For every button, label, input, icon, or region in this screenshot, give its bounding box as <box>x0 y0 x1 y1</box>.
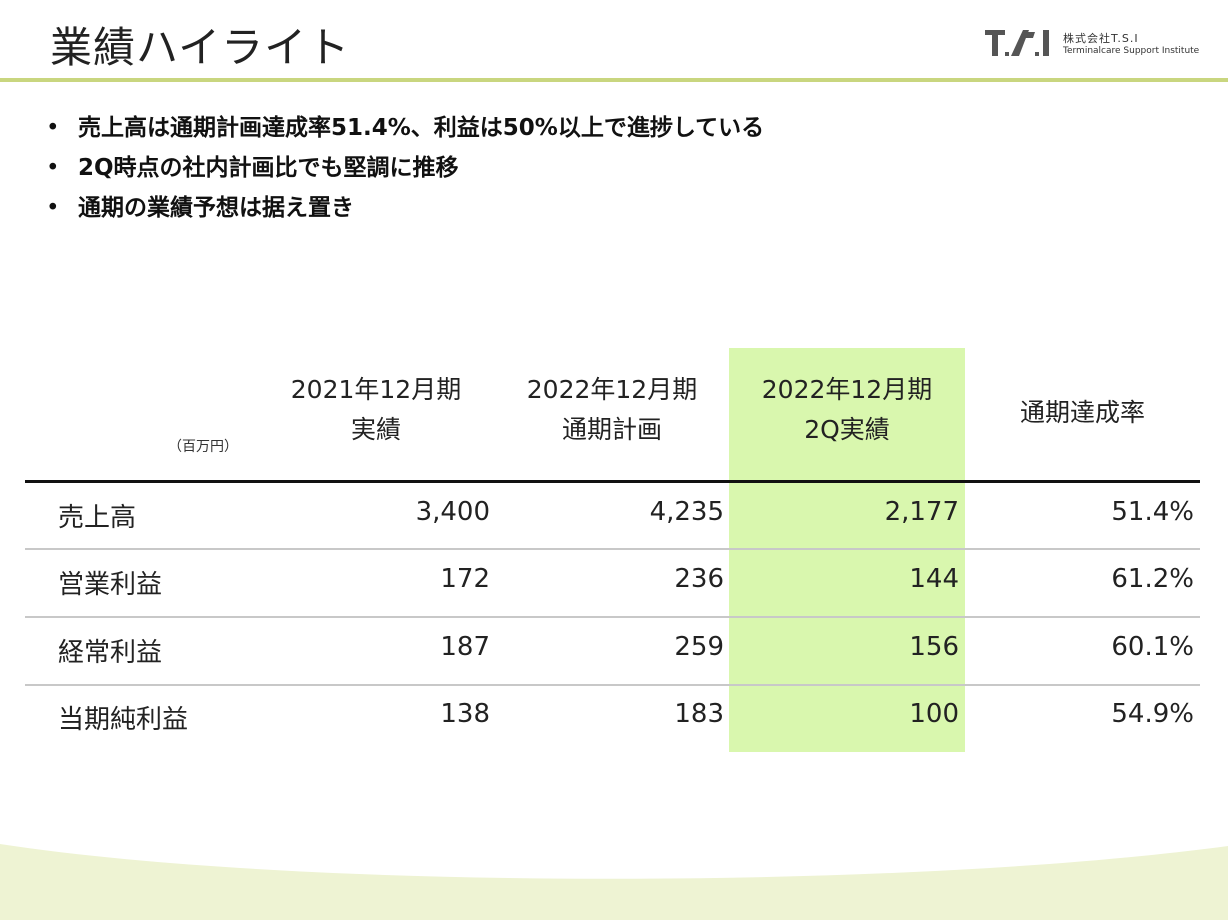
bullet-item: • 通期の業績予想は据え置き <box>46 192 764 232</box>
bullet-dot-icon: • <box>46 155 60 181</box>
logo-subtitle: Terminalcare Support Institute <box>1063 46 1200 56</box>
column-header-line: 2022年12月期 <box>761 375 933 404</box>
unit-label: （百万円） <box>168 439 238 455</box>
table-row-divider <box>25 684 1200 686</box>
table-cell: 100 <box>909 699 959 729</box>
bullet-text: 通期の業績予想は据え置き <box>78 195 354 221</box>
row-label-sales: 売上高 <box>58 503 137 533</box>
table-cell: 236 <box>674 564 724 594</box>
row-label-operating-profit: 営業利益 <box>58 570 163 600</box>
header-divider <box>0 78 1228 82</box>
table-cell: 51.4% <box>1111 497 1194 527</box>
table-cell: 156 <box>909 632 959 662</box>
table-cell: 183 <box>674 699 724 729</box>
table-row-divider <box>25 548 1200 550</box>
company-logo: 株式会社T.S.I Terminalcare Support Institute <box>985 26 1215 62</box>
column-header-2022-2q-actual: 2022年12月期 2Q実績 <box>729 370 965 450</box>
table-header-rule <box>25 480 1200 483</box>
decorative-wave <box>0 844 1228 920</box>
table-cell: 138 <box>440 699 490 729</box>
table-cell: 60.1% <box>1111 632 1194 662</box>
logo-company-name: 株式会社T.S.I <box>1063 32 1139 45</box>
bullet-text: 2Q時点の社内計画比でも堅調に推移 <box>78 155 459 181</box>
row-label-net-income: 当期純利益 <box>58 705 189 735</box>
bullet-dot-icon: • <box>46 115 60 141</box>
bullet-item: • 売上高は通期計画達成率51.4%、利益は50%以上で進捗している <box>46 112 764 152</box>
table-cell: 172 <box>440 564 490 594</box>
row-label-ordinary-profit: 経常利益 <box>58 638 163 668</box>
highlight-bullets: • 売上高は通期計画達成率51.4%、利益は50%以上で進捗している • 2Q時点の… <box>46 112 764 232</box>
table-cell: 2,177 <box>884 497 959 527</box>
column-header-line: 2Q実績 <box>804 415 890 444</box>
column-header-line: 通期達成率 <box>1019 398 1145 427</box>
table-cell: 259 <box>674 632 724 662</box>
column-header-2021-actual: 2021年12月期 実績 <box>258 370 494 450</box>
column-header-line: 実績 <box>350 415 401 444</box>
table-row-divider <box>25 616 1200 618</box>
column-header-line: 2021年12月期 <box>290 375 462 404</box>
table-cell: 61.2% <box>1111 564 1194 594</box>
column-header-achievement-rate: 通期達成率 <box>965 393 1200 433</box>
column-header-2022-plan: 2022年12月期 通期計画 <box>494 370 730 450</box>
page-title: 業績ハイライト <box>50 23 351 72</box>
table-cell: 3,400 <box>415 497 490 527</box>
table-cell: 187 <box>440 632 490 662</box>
bullet-text: 売上高は通期計画達成率51.4%、利益は50%以上で進捗している <box>78 115 765 141</box>
tsi-logo-icon <box>985 30 1049 56</box>
table-cell: 144 <box>909 564 959 594</box>
column-header-line: 通期計画 <box>561 415 662 444</box>
bullet-item: • 2Q時点の社内計画比でも堅調に推移 <box>46 152 764 192</box>
bullet-dot-icon: • <box>46 195 60 221</box>
table-cell: 4,235 <box>649 497 724 527</box>
table-cell: 54.9% <box>1111 699 1194 729</box>
column-header-line: 2022年12月期 <box>526 375 698 404</box>
